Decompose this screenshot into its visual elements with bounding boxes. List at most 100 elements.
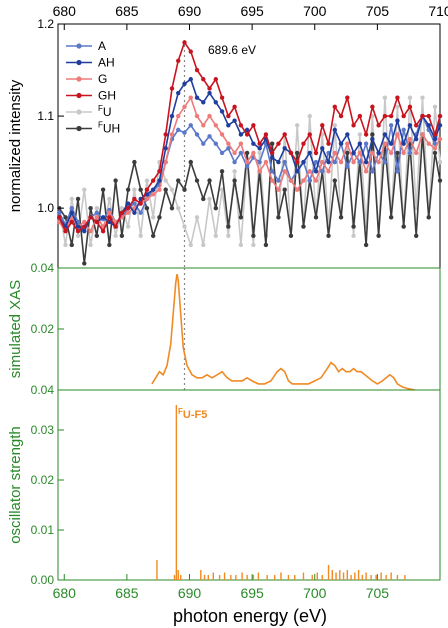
data-point <box>244 164 250 169</box>
data-point <box>320 169 325 174</box>
xas-y-ticks: 0.04 0.02 0.04 <box>31 261 64 397</box>
data-point <box>257 150 262 156</box>
data-point <box>382 113 388 119</box>
data-point <box>157 169 162 174</box>
data-point <box>201 123 206 128</box>
oscillator-y-tick-label: 0.02 <box>31 473 55 487</box>
series-g <box>57 95 443 234</box>
data-point <box>395 169 400 174</box>
data-point <box>407 136 413 142</box>
data-point <box>75 233 81 238</box>
top-tick-label: 700 <box>303 3 327 19</box>
bottom-tick-label: 700 <box>303 585 327 601</box>
data-point <box>194 178 200 183</box>
bottom-tick-label: 695 <box>240 585 264 601</box>
data-point <box>132 201 137 206</box>
series-gh <box>57 40 443 234</box>
data-point <box>176 178 181 183</box>
data-point <box>301 159 306 165</box>
data-point <box>332 150 337 156</box>
data-point <box>437 178 443 183</box>
data-point <box>238 150 244 156</box>
data-point <box>188 77 193 82</box>
data-point <box>388 123 394 128</box>
top-tick-label: 680 <box>53 3 77 19</box>
data-point <box>182 187 187 192</box>
data-point <box>295 150 300 156</box>
data-point <box>238 242 244 248</box>
data-point <box>132 196 137 202</box>
legend-item-fuh: FUH <box>66 121 120 136</box>
data-point <box>370 136 375 142</box>
data-point <box>213 141 219 146</box>
data-point <box>288 150 294 156</box>
legend-label: G <box>98 72 107 86</box>
data-point <box>282 159 287 165</box>
legend-item-a: A <box>66 39 106 53</box>
data-point <box>57 210 62 215</box>
data-point <box>82 187 87 192</box>
data-point <box>188 159 193 165</box>
data-point <box>219 132 225 137</box>
data-point <box>276 141 281 146</box>
legend-swatch-marker <box>76 43 82 49</box>
data-point <box>407 104 413 110</box>
data-point <box>376 123 381 128</box>
data-point <box>207 178 212 183</box>
data-point <box>213 205 219 211</box>
data-point <box>194 95 200 100</box>
data-point <box>219 150 225 156</box>
data-point <box>188 49 193 54</box>
data-point <box>357 132 363 137</box>
data-point <box>113 224 118 229</box>
top-axis-ticks: 680 685 690 695 700 705 710 <box>53 3 448 30</box>
data-point <box>307 150 312 156</box>
top-tick-label: 710 <box>428 3 448 19</box>
data-point <box>201 196 206 202</box>
data-point <box>251 242 256 248</box>
data-point <box>244 132 250 137</box>
data-point <box>94 205 100 211</box>
legend-item-g: G <box>66 72 107 86</box>
data-point <box>226 146 231 151</box>
data-point <box>138 187 143 192</box>
data-point <box>395 118 400 123</box>
data-point <box>426 141 431 146</box>
data-point <box>194 215 200 220</box>
data-point <box>282 187 287 192</box>
data-point <box>125 210 131 215</box>
data-point <box>351 123 356 128</box>
data-point <box>370 104 375 110</box>
data-point <box>288 178 294 183</box>
data-point <box>370 150 375 156</box>
data-point <box>388 113 394 119</box>
legend-label: A <box>98 39 106 53</box>
data-point <box>232 150 237 156</box>
data-point <box>176 205 181 211</box>
data-point <box>82 261 87 266</box>
data-point <box>150 215 156 220</box>
oscillator-panel: 0.00 0.01 0.02 0.03 FU-F5 680 685 690 695 700 70… <box>7 389 441 626</box>
data-point <box>363 141 369 146</box>
data-point <box>363 169 369 174</box>
top-tick-label: 705 <box>366 3 390 19</box>
data-point <box>307 169 312 174</box>
bottom-tick-label: 690 <box>178 585 202 601</box>
data-point <box>69 196 74 202</box>
data-point <box>150 187 156 192</box>
data-point <box>401 127 406 133</box>
data-point <box>188 242 193 248</box>
data-point <box>332 178 337 183</box>
data-point <box>100 187 106 192</box>
data-point <box>75 196 81 202</box>
data-point <box>232 169 237 174</box>
data-point <box>238 123 244 128</box>
data-point <box>182 81 187 87</box>
data-point <box>282 169 287 174</box>
data-point <box>395 132 400 137</box>
intensity-y-tick-label: 1.0 <box>37 201 54 215</box>
data-point <box>88 242 93 248</box>
data-point <box>357 159 363 165</box>
data-point <box>301 178 306 183</box>
data-point <box>320 123 325 128</box>
